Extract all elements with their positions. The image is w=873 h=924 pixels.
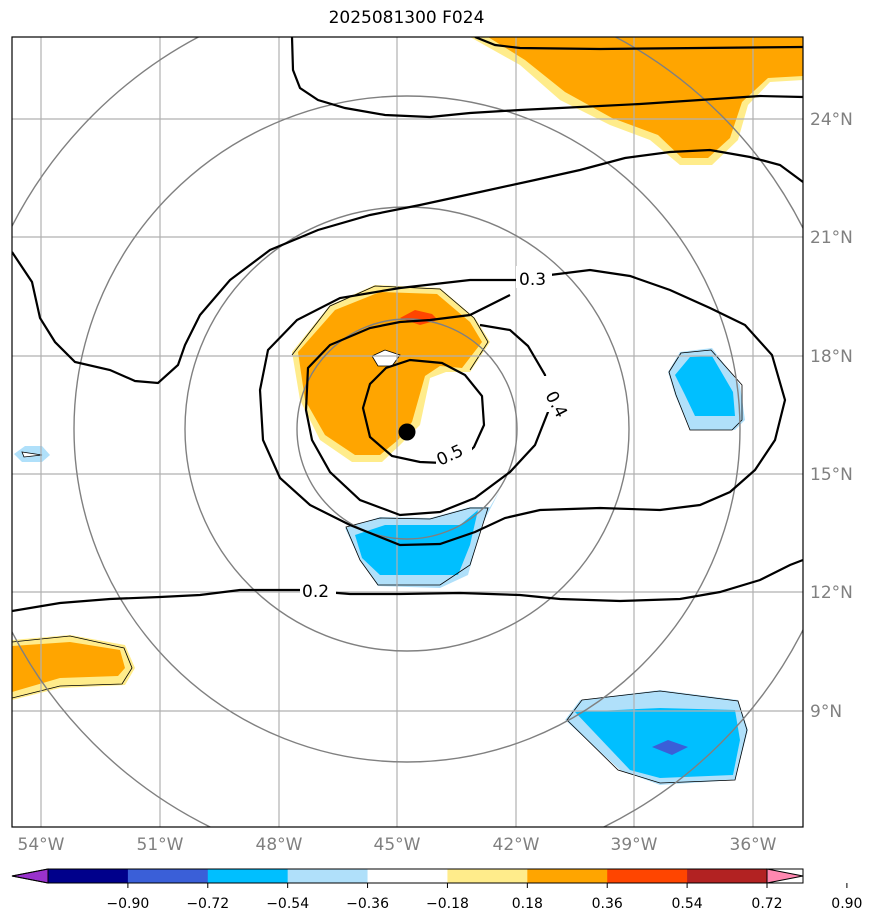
map-title: 2025081300 F024 (328, 8, 485, 28)
lat-label-12n: 12°N (810, 583, 853, 603)
lon-label-42w: 42°W (493, 835, 540, 855)
lat-label-9n: 9°N (810, 702, 842, 722)
colorbar-cell (127, 869, 209, 883)
contour-lines (12, 37, 803, 613)
lon-label-36w: 36°W (730, 835, 777, 855)
lon-label-54w: 54°W (18, 835, 65, 855)
lon-label-39w: 39°W (611, 835, 658, 855)
colorbar-tick-label: −0.18 (426, 896, 469, 912)
colorbar-cell (207, 869, 289, 883)
storm-center-marker (398, 423, 416, 441)
colorbar-tick-label: 0.36 (592, 896, 623, 912)
colorbar-cell (607, 869, 688, 883)
map-gridlines (12, 37, 803, 827)
colorbar-cell (367, 869, 448, 883)
contour-label-03: 0.3 (519, 270, 546, 290)
colorbar-tick-label: −0.72 (186, 896, 229, 912)
colorbar-cell (287, 869, 369, 883)
colorbar-extend-low (12, 869, 48, 883)
lon-label-45w: 45°W (374, 835, 421, 855)
shaded-anomaly-fields (12, 37, 803, 785)
lat-label-18n: 18°N (810, 347, 853, 367)
contour-label-bg (300, 266, 558, 602)
colorbar-tick-label: 0.90 (831, 896, 862, 912)
lat-label-24n: 24°N (810, 110, 853, 130)
colorbar-tick-label: 0.54 (672, 896, 703, 912)
lat-label-21n: 21°N (810, 228, 853, 248)
colorbar-tick-label: 0.72 (751, 896, 782, 912)
colorbar-cell (447, 869, 528, 883)
colorbar-cell (48, 869, 129, 883)
lon-label-48w: 48°W (256, 835, 303, 855)
lat-label-15n: 15°N (810, 465, 853, 485)
colorbar-tick-label: −0.36 (346, 896, 389, 912)
colorbar: −0.90 −0.72 −0.54 −0.36 −0.18 0.18 0.36 0.54 0.7… (11, 868, 862, 912)
lon-label-51w: 51°W (137, 835, 184, 855)
map-frame (11, 36, 804, 828)
colorbar-tick-label: 0.18 (512, 896, 543, 912)
contour-label-02: 0.2 (302, 582, 329, 602)
colorbar-tick-label: −0.54 (266, 896, 309, 912)
colorbar-extend-high (767, 869, 803, 883)
colorbar-cell (527, 869, 608, 883)
colorbar-tick-label: −0.90 (106, 896, 149, 912)
colorbar-cell (687, 869, 768, 883)
